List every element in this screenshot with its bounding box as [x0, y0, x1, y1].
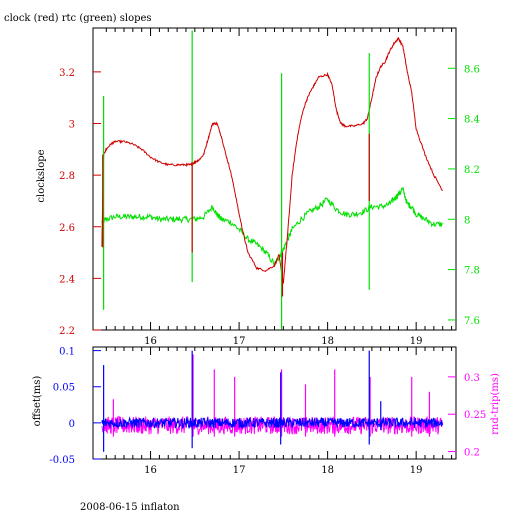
- bottom-y2-tick-label: 0.2: [464, 448, 480, 459]
- bottom-series-group: [101, 350, 444, 452]
- top-x-tick-label: 19: [410, 336, 423, 347]
- top-y-tick-label: 3.2: [59, 68, 75, 79]
- bottom-y-tick-label: 0: [69, 419, 75, 430]
- bottom-y2-tick-label: 0.25: [464, 410, 486, 421]
- top-y2-tick-label: 8: [464, 215, 470, 226]
- bottom-x-tick-label: 19: [410, 465, 423, 476]
- bottom-ylabel: offset(ms): [32, 376, 43, 427]
- bottom-y-tick-label: 0.1: [59, 347, 75, 358]
- top-y2-tick-label: 7.8: [464, 266, 480, 277]
- top-y-tick-label: 3: [69, 120, 75, 131]
- footer-label: 2008-06-15 inflaton: [80, 502, 180, 512]
- bottom-axes-group: 16 17 18 19 -0.05 0 0.05 0.1 0.2 0.25 0.3: [49, 347, 486, 476]
- top-x-tick-label: 17: [233, 336, 246, 347]
- top-ylabel: clockslope: [36, 149, 47, 202]
- top-y-tick-label: 2.8: [59, 171, 75, 182]
- top-y2-tick-label: 7.6: [464, 316, 480, 327]
- bottom-y2-tick-label: 0.3: [464, 373, 480, 384]
- top-y-tick-label: 2.4: [59, 274, 75, 285]
- bottom-x-tick-label: 17: [233, 465, 246, 476]
- bottom-y-tick-label: -0.05: [49, 455, 75, 466]
- top-series-group: [101, 30, 444, 330]
- chart-title: clock (red) rtc (green) slopes: [4, 13, 152, 24]
- top-y2-tick-label: 8.6: [464, 64, 480, 75]
- bottom-series-offset: [101, 416, 444, 430]
- top-x-tick-label: 16: [144, 336, 157, 347]
- bottom-x-tick-label: 18: [321, 465, 334, 476]
- bottom-y-tick-label: 0.05: [53, 383, 75, 394]
- bottom-panel: 16 17 18 19 -0.05 0 0.05 0.1 0.2 0.25 0.3 offset(m…: [32, 346, 501, 476]
- top-axes-group: 16 17 18 19 2.2 2.4 2.6 2.8 3 3.2 7.6 7.8 8 8.2 8.4 8.6: [59, 28, 480, 347]
- top-y-tick-label: 2.6: [59, 223, 75, 234]
- top-x-tick-label: 18: [321, 336, 334, 347]
- top-panel: 16 17 18 19 2.2 2.4 2.6 2.8 3 3.2 7.6 7.8 8 8.2 8.4 8.6…: [36, 27, 480, 347]
- top-y2-tick-label: 8.4: [464, 115, 480, 126]
- bottom-x-tick-label: 16: [144, 465, 157, 476]
- bottom-y2label: rnd-trip(ms): [490, 373, 501, 435]
- top-y-tick-label: 2.2: [59, 326, 75, 337]
- top-y2-tick-label: 8.2: [464, 165, 480, 176]
